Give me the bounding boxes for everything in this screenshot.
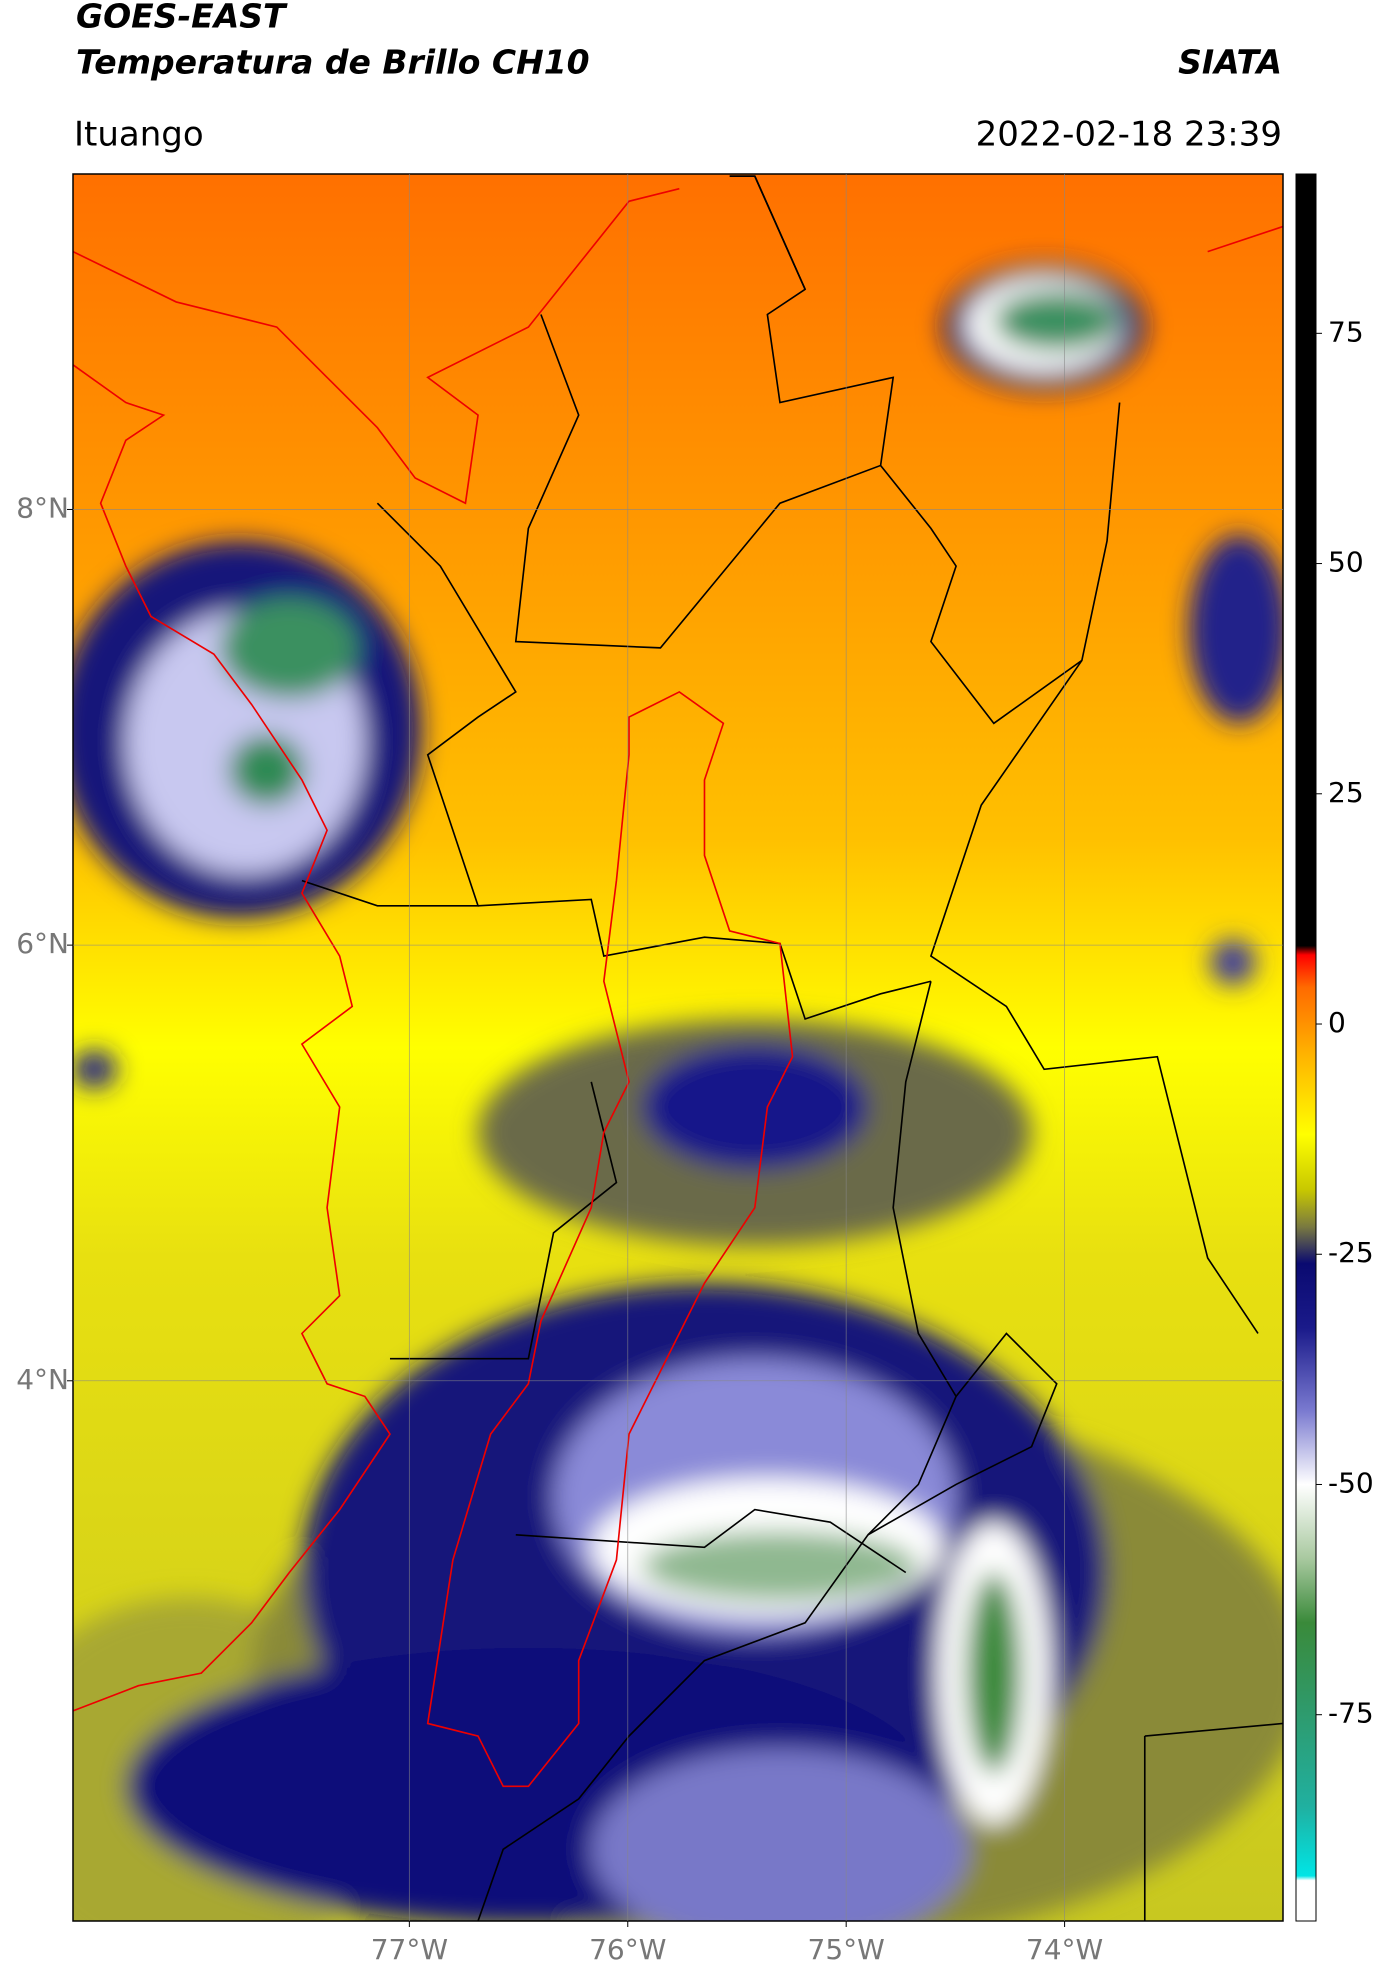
cloud-field [73, 264, 1283, 1921]
y-tick-label: 4°N [16, 1363, 69, 1396]
x-tick-label: 77°W [371, 1933, 448, 1966]
colorbar-tick-label: 75 [1328, 315, 1364, 348]
colorbar-tick-label: -50 [1328, 1466, 1374, 1499]
colorbar-tick-label: -75 [1328, 1697, 1374, 1730]
map [73, 174, 1283, 1921]
coastline [73, 187, 1283, 1788]
timestamp: 2022-02-18 23:39 [976, 115, 1282, 155]
map-frame [72, 173, 1284, 1922]
x-tick-label: 74°W [1026, 1933, 1103, 1966]
colorbar-tick-label: 25 [1328, 776, 1364, 809]
region: Ituango [74, 115, 204, 155]
x-tick-label: 75°W [808, 1933, 885, 1966]
title: GOES-EAST [76, 0, 288, 36]
x-tick-label: 76°W [589, 1933, 666, 1966]
colorbar [1295, 173, 1317, 1922]
y-tick-label: 6°N [16, 927, 69, 960]
y-tick-label: 8°N [16, 491, 69, 524]
colorbar-tick-label: -25 [1328, 1236, 1374, 1269]
source: SIATA [1178, 43, 1282, 82]
colorbar-tick-label: 50 [1328, 546, 1364, 579]
subtitle: Temperatura de Brillo CH10 [76, 43, 590, 82]
borders [301, 175, 1283, 1921]
colorbar-tick-label: 0 [1328, 1006, 1346, 1039]
